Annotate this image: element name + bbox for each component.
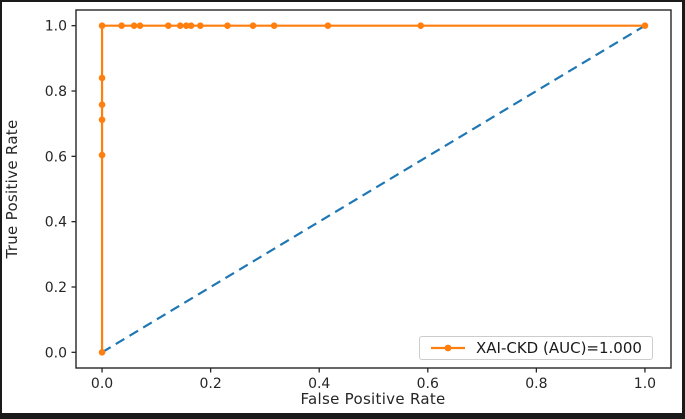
y-tick-label: 0.6 <box>45 149 67 165</box>
roc-curve-line <box>100 24 645 353</box>
legend: XAI-CKD (AUC)=1.000 <box>419 336 653 360</box>
roc-data-point-marker <box>98 101 106 109</box>
roc-data-point-marker <box>176 22 184 29</box>
roc-data-point-marker <box>98 349 106 356</box>
chance-diagonal-line <box>101 24 646 354</box>
legend-line-sample <box>431 344 465 352</box>
roc-data-point-marker <box>324 22 332 29</box>
y-axis-label: True Positive Rate <box>3 119 21 259</box>
roc-data-point-marker <box>164 22 172 29</box>
plot-area: 0.0 0.2 0.4 0.6 0.8 1.0 0.0 0.2 0.4 0.6 0.8 1.0 <box>45 9 672 392</box>
roc-data-point-marker <box>641 22 649 29</box>
roc-data-point-marker <box>118 22 125 29</box>
roc-data-point-marker <box>249 22 257 29</box>
x-tick-label: 0.6 <box>417 376 439 392</box>
x-tick-label: 0.2 <box>200 376 222 392</box>
x-axis-label: False Positive Rate <box>300 390 445 408</box>
x-tick-label: 0.0 <box>91 376 113 392</box>
roc-data-point-marker <box>98 74 106 82</box>
roc-data-point-marker <box>98 116 106 124</box>
x-tick-label: 1.0 <box>634 376 656 392</box>
roc-data-point-marker <box>417 22 425 29</box>
roc-data-point-marker <box>197 22 204 29</box>
y-tick-label: 0.4 <box>45 215 67 231</box>
roc-data-point-marker <box>136 22 144 29</box>
roc-data-point-marker <box>224 22 231 29</box>
x-tick-label: 0.8 <box>525 376 547 392</box>
roc-data-point-marker <box>130 22 138 29</box>
y-tick-label: 0.8 <box>45 84 67 100</box>
x-tick-label: 0.4 <box>308 376 330 392</box>
y-tick-label: 1.0 <box>45 19 67 35</box>
y-tick-label: 0.0 <box>45 345 67 361</box>
roc-data-point-marker <box>187 22 195 29</box>
legend-label: XAI-CKD (AUC)=1.000 <box>476 339 642 357</box>
roc-data-point-marker <box>98 151 106 159</box>
roc-data-point-marker <box>270 22 278 29</box>
y-tick-label: 0.2 <box>45 280 67 296</box>
axes-frame <box>75 9 672 369</box>
legend-series-marker-icon <box>444 344 452 352</box>
roc-data-point-marker <box>98 22 106 29</box>
roc-data-point-marker <box>182 22 190 29</box>
